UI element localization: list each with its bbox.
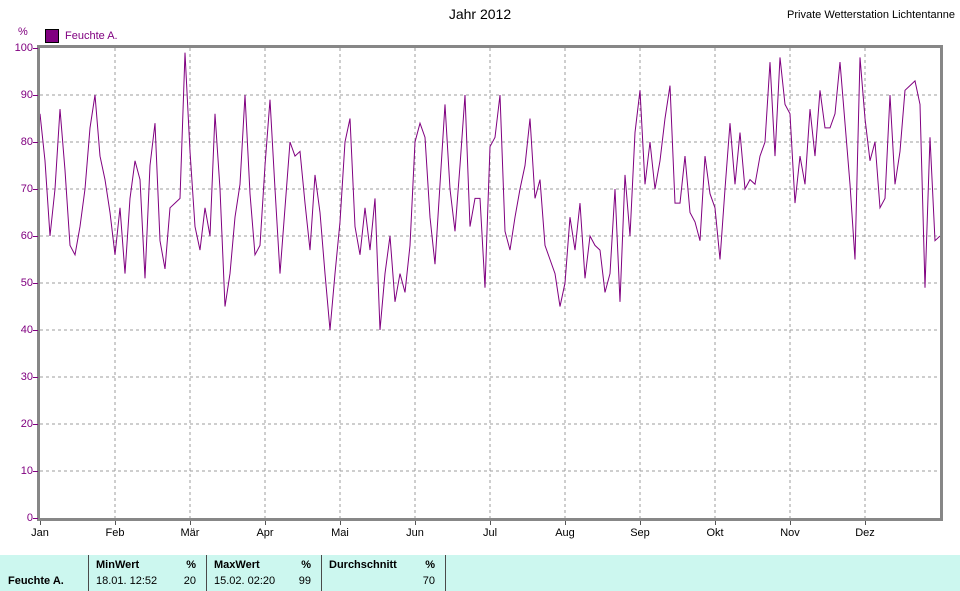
y-axis-tick-label: 100 [14,42,33,54]
y-axis-tick-mark [33,518,38,519]
y-axis-tick-label: 40 [20,324,33,336]
x-axis-tick-mark [190,521,191,525]
x-axis-tick-mark [415,521,416,525]
x-axis-month-label: Mär [180,527,200,539]
plot-area [37,45,943,521]
x-axis-tick-mark [640,521,641,525]
x-axis-month-label: Mai [331,527,349,539]
x-axis-month-label: Jul [482,527,498,539]
minwert-header: MinWert [96,559,140,571]
x-axis-tick-mark [490,521,491,525]
legend-swatch-icon [45,29,59,43]
table-divider [445,555,446,591]
x-axis-tick-mark [265,521,266,525]
x-axis-month-label: Sep [630,527,650,539]
humidity-line-chart [40,48,940,518]
y-axis-tick-mark [33,236,38,237]
x-axis-month-label: Jan [31,527,49,539]
y-axis-tick-label: 0 [26,512,33,524]
table-divider [88,555,89,591]
table-col-durchschnitt: Durchschnitt % 70 [321,555,445,591]
x-axis-tick-mark [865,521,866,525]
y-axis-unit-label: % [18,26,28,38]
station-name: Private Wetterstation Lichtentanne [787,9,955,21]
x-axis-month-label: Okt [706,527,724,539]
x-axis-tick-mark [340,521,341,525]
table-col-minwert: MinWert % 18.01. 12:52 20 [88,555,206,591]
y-axis-tick-mark [33,189,38,190]
y-axis-tick-label: 70 [20,183,33,195]
x-axis-month-label: Jun [406,527,424,539]
legend-label: Feuchte A. [65,30,118,42]
x-axis-month-label: Dez [855,527,875,539]
minwert-unit: % [186,559,196,571]
y-axis-tick-label: 10 [20,465,33,477]
maxwert-value: 99 [298,575,311,587]
y-axis-tick-mark [33,424,38,425]
y-axis-tick-mark [33,95,38,96]
maxwert-time: 15.02. 02:20 [214,575,276,587]
humidity-series-line [40,52,940,331]
y-axis-tick-label: 30 [20,371,33,383]
page-title: Jahr 2012 [448,6,512,22]
x-axis-tick-mark [115,521,116,525]
minwert-time: 18.01. 12:52 [96,575,158,587]
y-axis-tick-label: 50 [20,277,33,289]
table-col-maxwert: MaxWert % 15.02. 02:20 99 [206,555,321,591]
y-axis-tick-mark [33,330,38,331]
x-axis-month-label: Apr [256,527,274,539]
table-row-label: Feuchte A. [8,575,64,587]
x-axis-month-label: Aug [555,527,575,539]
y-axis-tick-label: 20 [20,418,33,430]
y-axis-tick-label: 90 [20,89,33,101]
x-axis-tick-mark [40,521,41,525]
y-axis-tick-mark [33,283,38,284]
x-axis-month-label: Feb [105,527,125,539]
x-axis-tick-mark [790,521,791,525]
x-axis-tick-mark [715,521,716,525]
y-axis-tick-label: 60 [20,230,33,242]
x-axis-tick-mark [565,521,566,525]
durchschnitt-value: 70 [422,575,435,587]
y-axis-tick-label: 80 [20,136,33,148]
x-axis-month-label: Nov [780,527,800,539]
y-axis-tick-mark [33,377,38,378]
legend: Feuchte A. [45,29,118,43]
y-axis-tick-mark [33,48,38,49]
durchschnitt-header: Durchschnitt [329,559,397,571]
y-axis-tick-mark [33,471,38,472]
minwert-value: 20 [183,575,196,587]
y-axis-tick-mark [33,142,38,143]
summary-table: Feuchte A. MinWert % 18.01. 12:52 20 Max… [0,555,960,591]
maxwert-header: MaxWert [214,559,260,571]
durchschnitt-unit: % [425,559,435,571]
table-divider [206,555,207,591]
maxwert-unit: % [301,559,311,571]
table-divider [321,555,322,591]
